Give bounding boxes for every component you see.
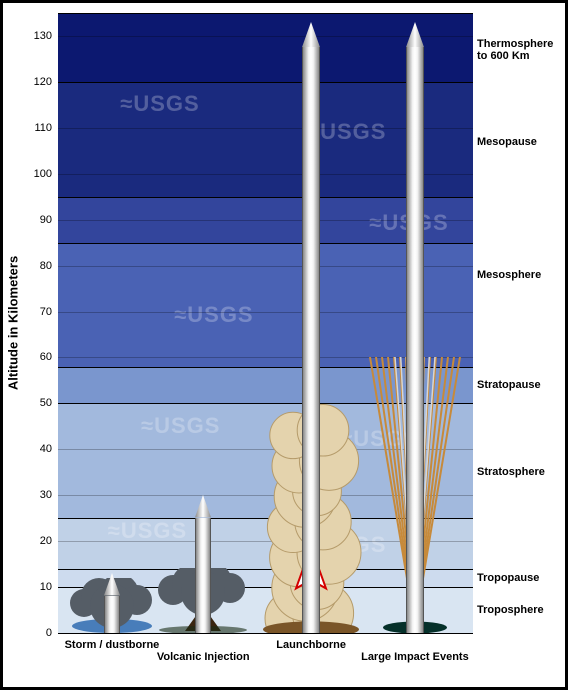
category-label: Large Impact Events — [361, 651, 469, 663]
altitude-chart: ≈USGS≈USGS≈USGS≈USGS≈USGS≈USGS≈USGS≈USGS… — [58, 13, 473, 633]
y-tick-label: 60 — [40, 351, 52, 363]
y-tick-label: 120 — [34, 76, 52, 88]
category-label: Launchborne — [276, 639, 346, 651]
y-tick-label: 130 — [34, 30, 52, 42]
y-tick-label: 40 — [40, 443, 52, 455]
y-tick-label: 90 — [40, 214, 52, 226]
layer-label: Troposphere — [477, 604, 544, 616]
obelisk — [104, 573, 120, 633]
layer-label: Thermosphere to 600 Km — [477, 38, 553, 62]
layer-label: Mesosphere — [477, 269, 541, 281]
layer-boundary — [58, 633, 473, 634]
y-axis-label: Altitude in Kilometers — [6, 256, 21, 390]
layer-label: Stratopause — [477, 379, 541, 391]
layer-label: Mesopause — [477, 136, 537, 148]
category-label: Volcanic Injection — [157, 651, 250, 663]
y-tick-label: 70 — [40, 306, 52, 318]
y-tick-label: 10 — [40, 581, 52, 593]
y-tick-label: 100 — [34, 168, 52, 180]
obelisk — [195, 495, 211, 633]
obelisk — [302, 22, 320, 633]
y-tick-label: 0 — [46, 627, 52, 639]
y-tick-label: 110 — [34, 122, 52, 134]
layer-label: Tropopause — [477, 572, 539, 584]
layer-label: Stratosphere — [477, 466, 545, 478]
plot-area: ≈USGS≈USGS≈USGS≈USGS≈USGS≈USGS≈USGS≈USGS… — [58, 13, 473, 633]
y-tick-label: 80 — [40, 260, 52, 272]
obelisk — [406, 22, 424, 633]
category-label: Storm / dustborne — [65, 639, 160, 651]
y-tick-label: 30 — [40, 489, 52, 501]
y-tick-label: 50 — [40, 397, 52, 409]
y-tick-label: 20 — [40, 535, 52, 547]
layer-boundary — [58, 13, 473, 14]
